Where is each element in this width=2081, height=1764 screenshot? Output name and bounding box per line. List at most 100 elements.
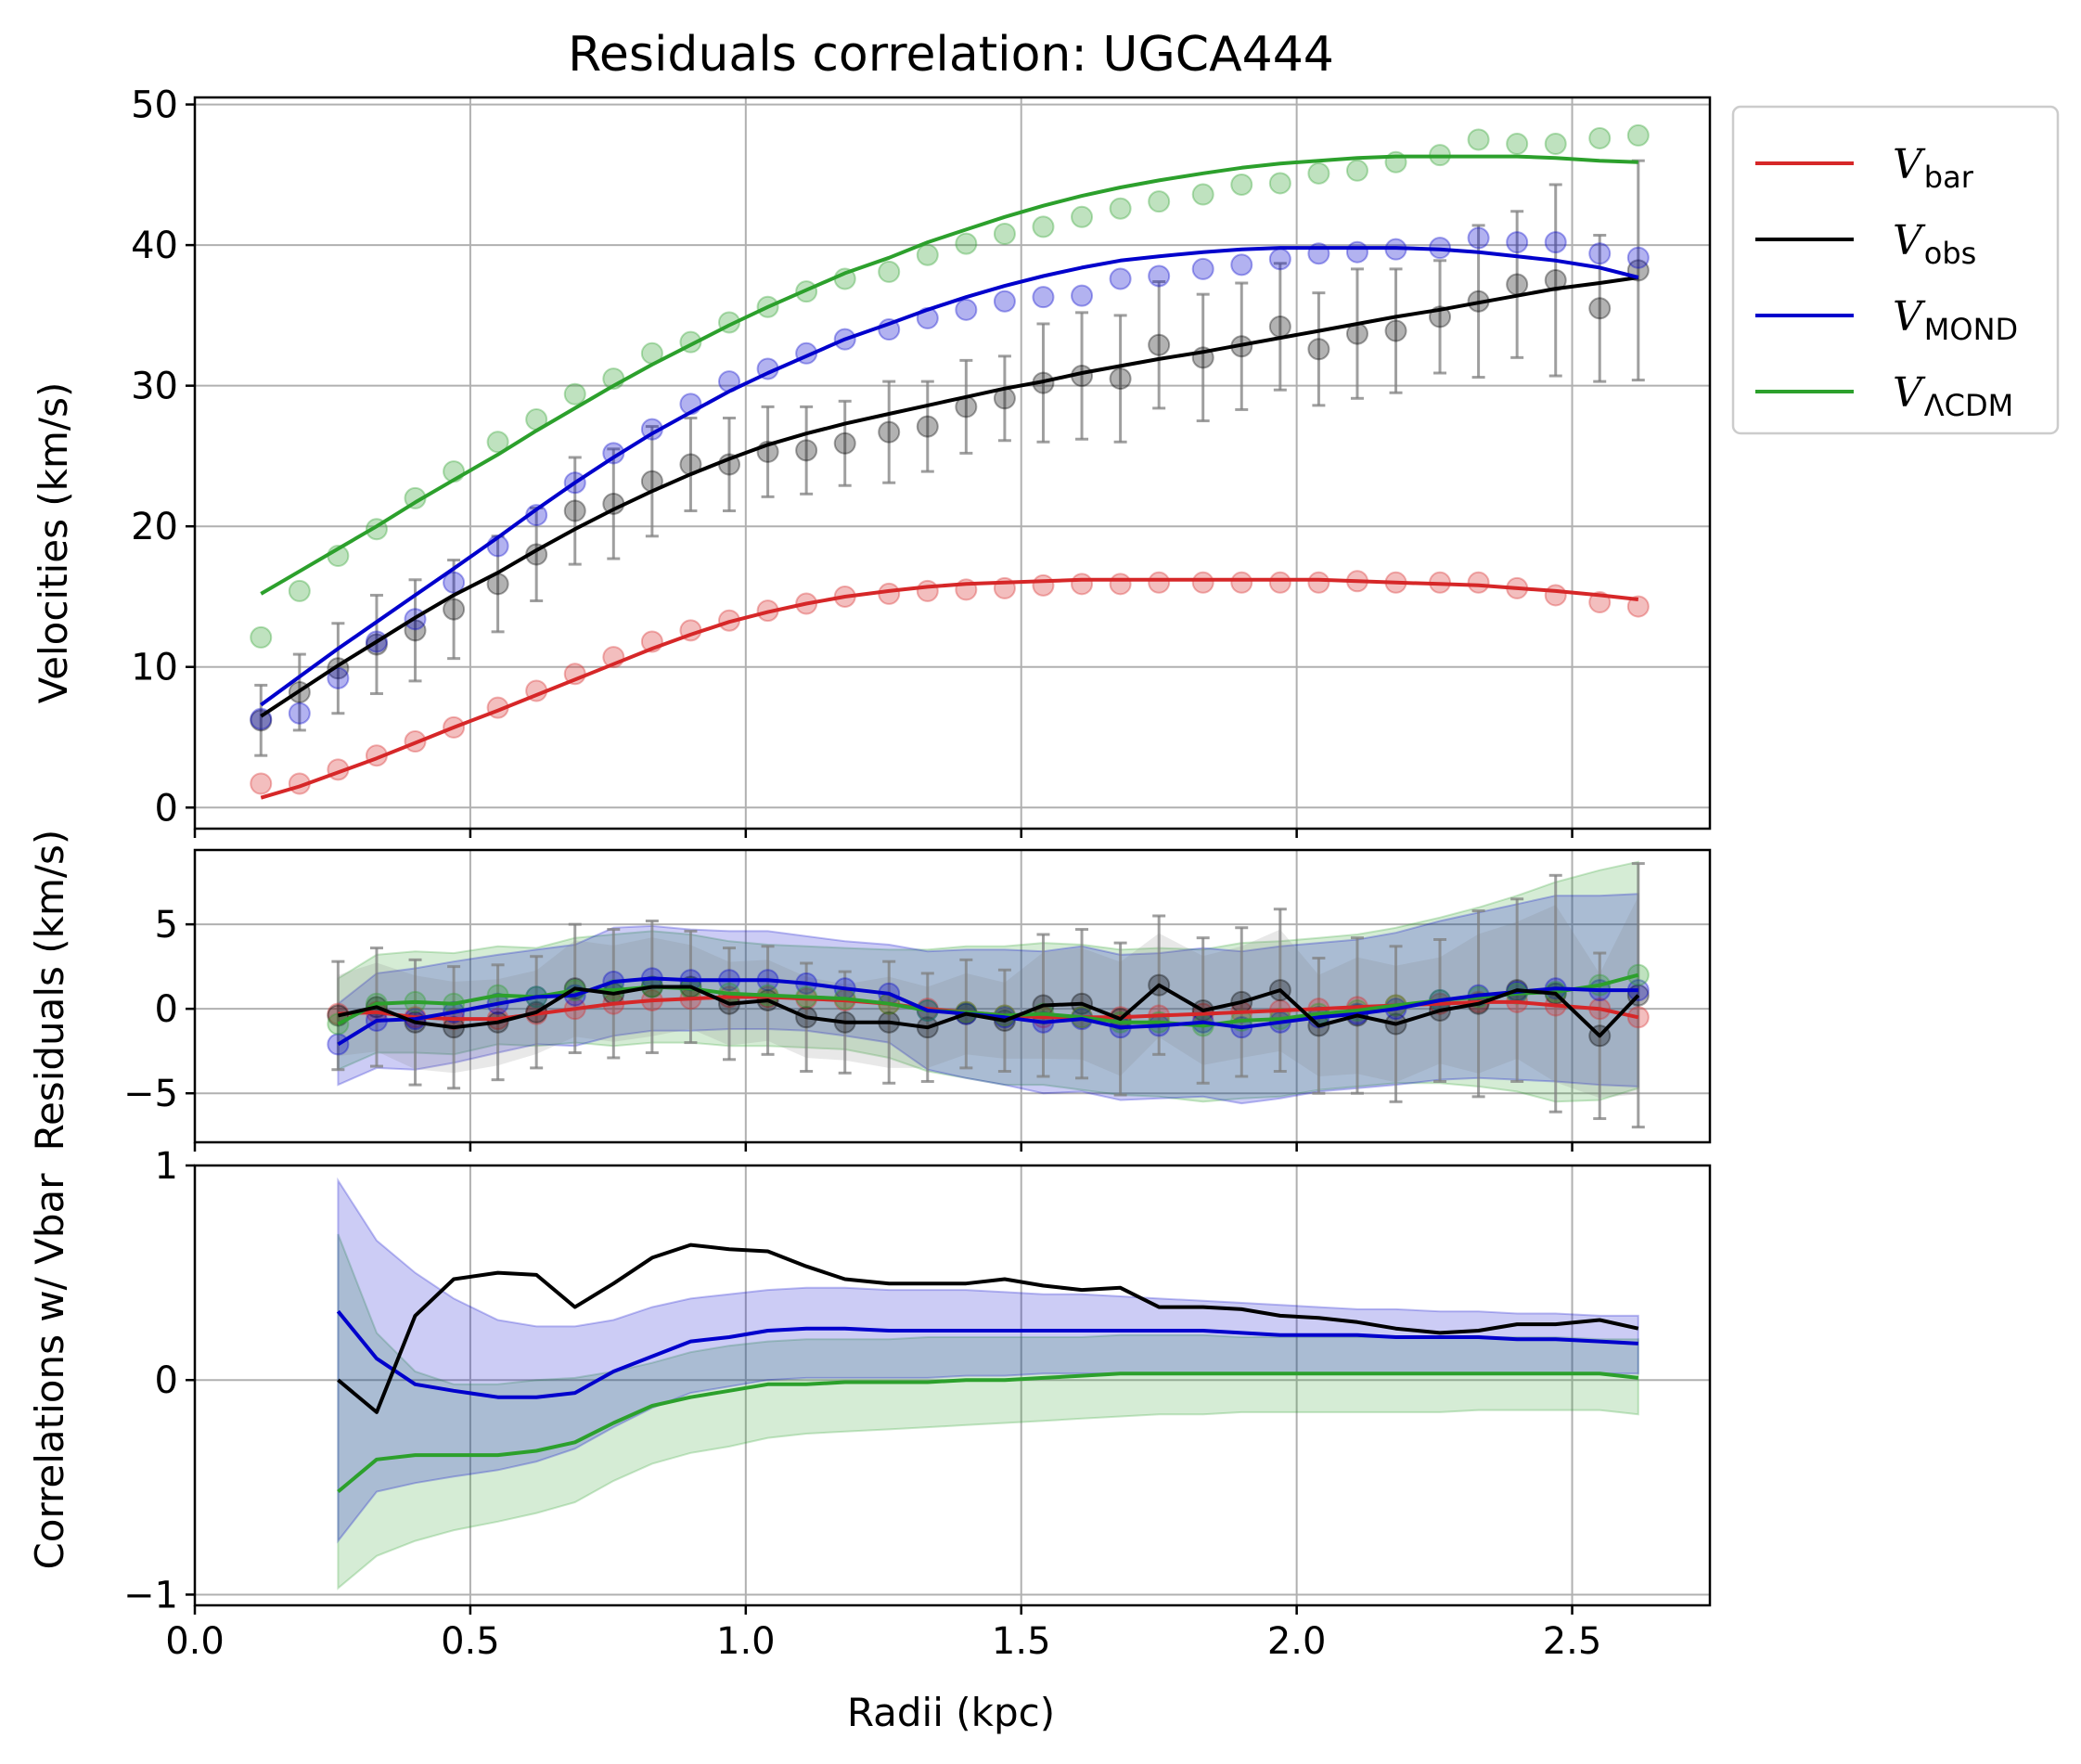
v-obs-point-22 <box>1109 367 1132 391</box>
legend-subscript-2: MOND <box>1924 312 2018 347</box>
v-bar-point-33 <box>1544 584 1567 607</box>
v-lcdm-residual-point-0 <box>327 1012 350 1036</box>
v-obs-point-16 <box>878 420 901 444</box>
residuals-panel: −5 0 5 <box>123 848 1712 1152</box>
v-bar-point-35 <box>1626 595 1650 618</box>
legend-subscript-3: ΛCDM <box>1924 388 2013 423</box>
v-lcdm-point-8 <box>563 382 586 406</box>
v-obs-residual-line <box>337 983 1640 1038</box>
v-bar-point-31 <box>1467 571 1490 594</box>
v-mond-point-33 <box>1544 231 1567 254</box>
v-obs-correlation-line <box>337 1243 1639 1414</box>
v-obs-point-27 <box>1307 338 1330 361</box>
panel2-y-tick-label-2: 1 <box>155 1145 178 1188</box>
panel0-frame <box>193 96 1712 830</box>
v-lcdm-point-20 <box>1032 215 1055 238</box>
v-lcdm-point-21 <box>1071 205 1094 228</box>
v-mond-point-31 <box>1467 226 1490 250</box>
v-obs-point-8 <box>563 499 586 522</box>
panel0-y-tick-label-1: 10 <box>131 647 178 689</box>
v-obs-point-32 <box>1506 273 1529 296</box>
v-mond-point-28 <box>1345 240 1368 264</box>
v-lcdm-point-1 <box>288 579 311 602</box>
panel1-y-tick-label-0: −5 <box>123 1073 178 1115</box>
velocities-panel: 0 10 20 30 40 50 <box>131 84 1712 838</box>
v-bar-point-24 <box>1191 571 1214 594</box>
v-lcdm-point-27 <box>1307 161 1330 185</box>
legend-frame <box>1731 105 2060 435</box>
vobs-residual-band <box>338 896 1638 1099</box>
velocities-y-label: Velocities (km/s) <box>31 382 76 704</box>
v-mond-correlation-line <box>336 1309 1638 1399</box>
legend-label-3: VΛCDM <box>1893 369 2013 423</box>
v-obs-point-0 <box>250 709 273 732</box>
v-lcdm-point-19 <box>993 222 1016 245</box>
panel0-y-tick-label-3: 30 <box>131 366 178 408</box>
v-mond-point-21 <box>1071 284 1094 307</box>
v-bar-point-17 <box>916 579 939 602</box>
x-tick-label-1: 0.5 <box>441 1620 500 1663</box>
v-obs-point-29 <box>1384 319 1407 342</box>
v-lcdm-point-33 <box>1544 133 1567 156</box>
correlations-panel: −1 0 1 0.0 0.5 1.0 1.5 2.0 2.5 <box>123 1145 1712 1663</box>
v-bar-velocity-line <box>260 577 1639 800</box>
v-bar-point-0 <box>250 772 273 795</box>
v-bar-point-20 <box>1032 573 1055 597</box>
v-obs-point-26 <box>1268 315 1291 339</box>
v-bar-point-22 <box>1109 573 1132 596</box>
legend-label-0: Vbar <box>1893 141 1974 195</box>
v-bar-point-25 <box>1230 571 1253 594</box>
panel2-y-tick-label-0: −1 <box>123 1574 178 1616</box>
v-lcdm-point-24 <box>1191 183 1214 206</box>
v-lcdm-velocity-line <box>260 154 1638 596</box>
v-lcdm-point-25 <box>1230 173 1253 196</box>
v-obs-point-34 <box>1588 297 1612 320</box>
legend-symbol-3: V <box>1893 369 1926 417</box>
v-obs-point-5 <box>443 598 466 621</box>
legend-subscript-0: bar <box>1924 160 1974 195</box>
x-tick-label-5: 2.5 <box>1543 1620 1602 1663</box>
v-mond-point-2 <box>327 666 350 689</box>
v-mond-point-24 <box>1191 257 1214 280</box>
panel2-frame <box>193 1164 1712 1607</box>
v-obs-point-4 <box>404 619 427 642</box>
panel0-y-tick-label-2: 20 <box>131 506 178 548</box>
v-lcdm-point-32 <box>1506 133 1529 156</box>
legend-label-2: VMOND <box>1893 293 2018 347</box>
panel2-y-tick-label-1: 0 <box>155 1359 178 1402</box>
x-tick-label-3: 1.5 <box>992 1620 1051 1663</box>
v-mond-point-19 <box>993 290 1016 313</box>
v-mond-point-26 <box>1268 248 1291 271</box>
v-bar-point-21 <box>1071 573 1094 596</box>
vmond-correlation-band <box>337 1177 1639 1544</box>
v-mond-point-25 <box>1230 253 1253 277</box>
v-lcdm-point-18 <box>955 232 978 255</box>
legend-symbol-0: V <box>1893 141 1926 188</box>
x-axis-label: Radii (kpc) <box>847 1690 1055 1735</box>
v-bar-point-27 <box>1307 571 1330 594</box>
v-mond-point-34 <box>1588 242 1612 265</box>
v-mond-point-5 <box>443 571 466 594</box>
v-mond-point-23 <box>1148 264 1171 288</box>
legend-symbol-2: V <box>1893 293 1926 341</box>
v-bar-point-16 <box>878 582 901 605</box>
v-lcdm-point-0 <box>250 625 273 649</box>
chart-title: Residuals correlation: UGCA444 <box>568 27 1334 83</box>
legend-symbol-1: V <box>1893 217 1926 264</box>
v-mond-point-20 <box>1032 286 1055 309</box>
correlations-y-label: Correlations w/ Vbar <box>27 1173 72 1570</box>
panel0-y-tick-label-4: 40 <box>131 225 178 267</box>
v-lcdm-point-26 <box>1268 172 1291 195</box>
residuals-y-label: Residuals (km/s) <box>27 830 72 1152</box>
panel0-y-tick-label-5: 50 <box>131 84 178 127</box>
v-lcdm-point-35 <box>1626 123 1650 147</box>
v-obs-point-17 <box>916 415 939 438</box>
v-mond-point-35 <box>1626 246 1650 269</box>
v-lcdm-point-34 <box>1588 126 1612 149</box>
panel1-y-tick-label-2: 5 <box>155 904 178 946</box>
x-tick-label-2: 1.0 <box>716 1620 776 1663</box>
v-mond-point-22 <box>1109 267 1132 290</box>
v-lcdm-point-6 <box>486 431 509 454</box>
panel1-frame <box>193 848 1712 1144</box>
